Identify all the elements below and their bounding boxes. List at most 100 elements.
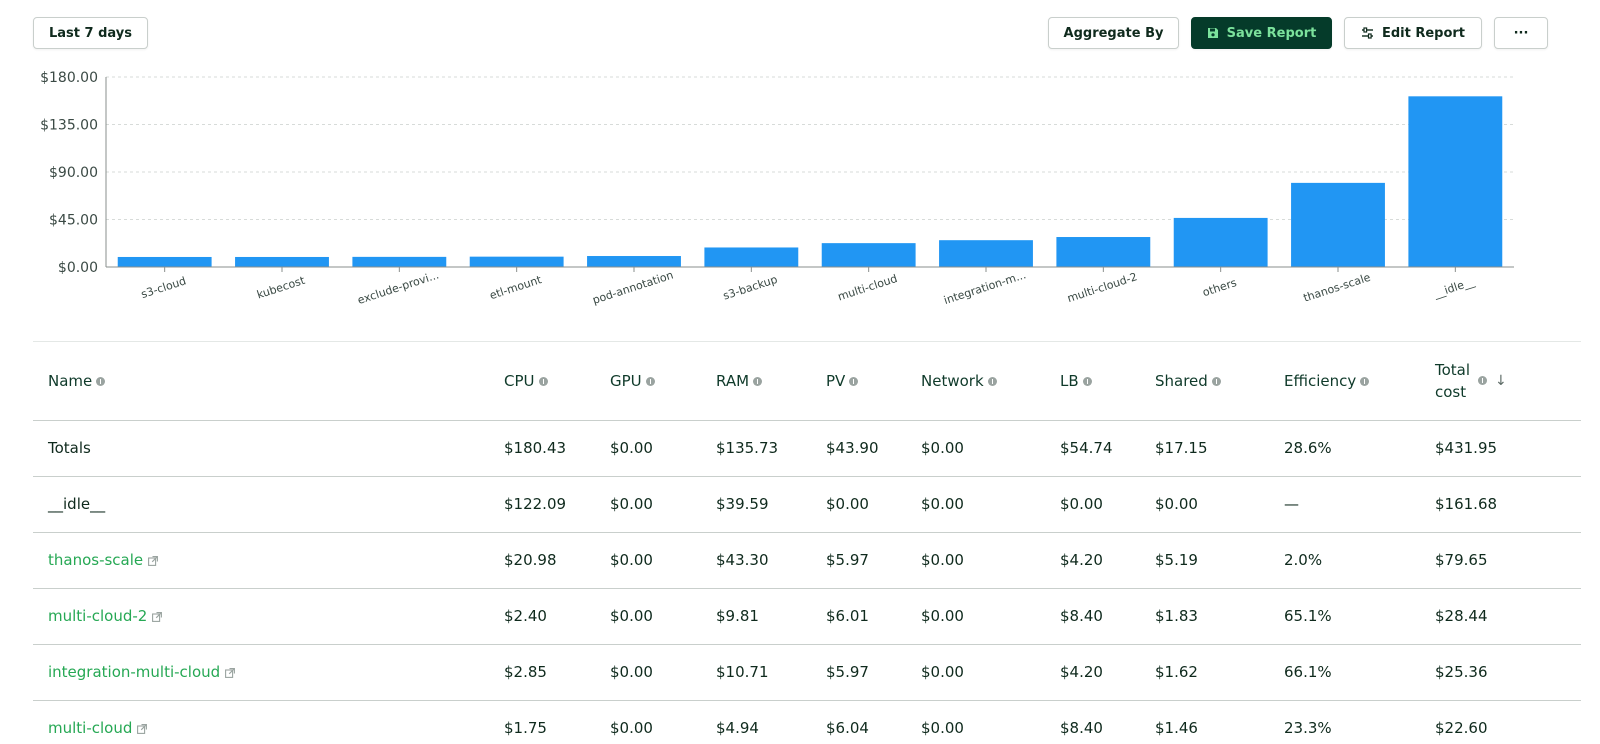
cell-gpu: $0.00: [595, 700, 701, 744]
x-tick-label: thanos-scale: [1302, 271, 1373, 305]
col-header-gpu[interactable]: GPU: [595, 342, 701, 421]
save-report-label: Save Report: [1226, 25, 1317, 41]
col-header-network[interactable]: Network: [906, 342, 1045, 421]
bar-8[interactable]: [1056, 237, 1151, 267]
table-row[interactable]: multi-cloud-2 $2.40 $0.00 $9.81 $6.01 $0.00 $8…: [33, 588, 1581, 645]
external-link-icon[interactable]: [137, 720, 148, 738]
cell-name[interactable]: thanos-scale: [33, 532, 489, 589]
table-row[interactable]: thanos-scale $20.98 $0.00 $43.30 $5.97 $0.00 $…: [33, 532, 1581, 589]
cell-cpu: $2.40: [489, 588, 595, 645]
col-header-cpu[interactable]: CPU: [489, 342, 595, 421]
cell-name[interactable]: multi-cloud: [33, 700, 489, 744]
y-tick-label: $180.00: [40, 70, 98, 86]
bar-5[interactable]: [704, 247, 799, 267]
cell-gpu: $0.00: [595, 420, 701, 477]
external-link-icon[interactable]: [225, 664, 236, 682]
x-tick-label: s3-cloud: [139, 274, 187, 301]
cell-name[interactable]: multi-cloud-2: [33, 588, 489, 645]
cell-cpu: $2.85: [489, 644, 595, 701]
bar-11[interactable]: [1408, 96, 1503, 267]
col-header-ram[interactable]: RAM: [701, 342, 811, 421]
bar-0[interactable]: [117, 256, 212, 267]
bar-7[interactable]: [939, 240, 1033, 267]
bar-1[interactable]: [235, 256, 329, 267]
edit-report-button[interactable]: Edit Report: [1344, 17, 1482, 49]
cell-gpu: $0.00: [595, 476, 701, 533]
cell-total: $28.44: [1420, 588, 1581, 645]
cell-total: $431.95: [1420, 420, 1581, 477]
cell-name[interactable]: integration-multi-cloud: [33, 644, 489, 701]
external-link-icon[interactable]: [152, 608, 163, 626]
x-tick-label: integration-m...: [942, 268, 1027, 307]
bar-4[interactable]: [587, 256, 681, 267]
total-cost-label: Total cost: [1435, 360, 1471, 401]
cell-efficiency: 66.1%: [1269, 644, 1420, 701]
x-tick-label: __idle__: [1431, 275, 1476, 301]
bar-10[interactable]: [1291, 182, 1385, 267]
info-icon[interactable]: [538, 376, 548, 386]
cell-cpu: $122.09: [489, 476, 595, 533]
table-row[interactable]: __idle__ $122.09 $0.00 $39.59 $0.00 $0.00 $0.0…: [33, 476, 1581, 533]
bar-6[interactable]: [821, 243, 916, 267]
aggregate-by-button[interactable]: Aggregate By: [1048, 17, 1179, 49]
date-range-button[interactable]: Last 7 days: [33, 17, 148, 49]
info-icon[interactable]: [1211, 376, 1221, 386]
info-icon[interactable]: [849, 376, 859, 386]
row-name-link[interactable]: multi-cloud-2: [48, 606, 148, 625]
chart-table-divider: [33, 341, 1581, 342]
x-tick-label: s3-backup: [721, 273, 779, 303]
cell-network: $0.00: [906, 420, 1045, 477]
cell-ram: $43.30: [701, 532, 811, 589]
cell-ram: $9.81: [701, 588, 811, 645]
info-icon[interactable]: [645, 376, 655, 386]
info-icon[interactable]: [96, 376, 106, 386]
col-header-lb[interactable]: LB: [1045, 342, 1140, 421]
cell-shared: $1.62: [1140, 644, 1269, 701]
col-header-efficiency[interactable]: Efficiency: [1269, 342, 1420, 421]
cell-total: $25.36: [1420, 644, 1581, 701]
edit-report-label: Edit Report: [1381, 25, 1466, 41]
cell-efficiency: 23.3%: [1269, 700, 1420, 744]
cell-shared: $0.00: [1140, 476, 1269, 533]
col-header-pv[interactable]: PV: [811, 342, 906, 421]
table-row[interactable]: integration-multi-cloud $2.85 $0.00 $10.71 $…: [33, 644, 1581, 701]
arrow-down-icon[interactable]: ↓: [1495, 372, 1507, 389]
info-icon[interactable]: [1360, 376, 1370, 386]
row-name-link[interactable]: multi-cloud: [48, 718, 133, 737]
row-name-link[interactable]: integration-multi-cloud: [48, 662, 221, 681]
cell-lb: $0.00: [1045, 476, 1140, 533]
cell-ram: $10.71: [701, 644, 811, 701]
info-icon[interactable]: [1082, 376, 1092, 386]
cell-lb: $4.20: [1045, 644, 1140, 701]
more-options-button[interactable]: ···: [1494, 17, 1548, 49]
bar-3[interactable]: [469, 256, 564, 267]
x-tick-label: etl-mount: [488, 273, 544, 302]
external-link-icon[interactable]: [148, 552, 159, 570]
col-header-name[interactable]: Name: [33, 342, 489, 421]
row-name-link[interactable]: thanos-scale: [48, 550, 144, 569]
info-icon[interactable]: [1478, 376, 1488, 386]
cell-efficiency: 28.6%: [1269, 420, 1420, 477]
y-tick-label: $45.00: [49, 213, 98, 229]
col-header-total-cost[interactable]: Total cost ↓: [1420, 342, 1581, 421]
date-range-label: Last 7 days: [49, 25, 132, 41]
cell-lb: $8.40: [1045, 588, 1140, 645]
cell-pv: $6.01: [811, 588, 906, 645]
cell-lb: $4.20: [1045, 532, 1140, 589]
cell-ram: $135.73: [701, 420, 811, 477]
col-header-shared[interactable]: Shared: [1140, 342, 1269, 421]
x-tick-label: pod-annotation: [591, 268, 675, 306]
bar-9[interactable]: [1173, 217, 1268, 267]
aggregate-by-label: Aggregate By: [1063, 25, 1164, 41]
bar-2[interactable]: [352, 256, 447, 267]
cell-network: $0.00: [906, 588, 1045, 645]
save-report-button[interactable]: Save Report: [1191, 17, 1332, 49]
x-tick-label: others: [1201, 276, 1239, 299]
info-icon[interactable]: [987, 376, 997, 386]
table-row[interactable]: Totals $180.43 $0.00 $135.73 $43.90 $0.00 $54.…: [33, 420, 1581, 477]
info-icon[interactable]: [753, 376, 763, 386]
cell-network: $0.00: [906, 700, 1045, 744]
y-tick-label: $90.00: [49, 165, 98, 181]
cell-ram: $4.94: [701, 700, 811, 744]
table-row[interactable]: multi-cloud $1.75 $0.00 $4.94 $6.04 $0.00 $8.4…: [33, 700, 1581, 744]
